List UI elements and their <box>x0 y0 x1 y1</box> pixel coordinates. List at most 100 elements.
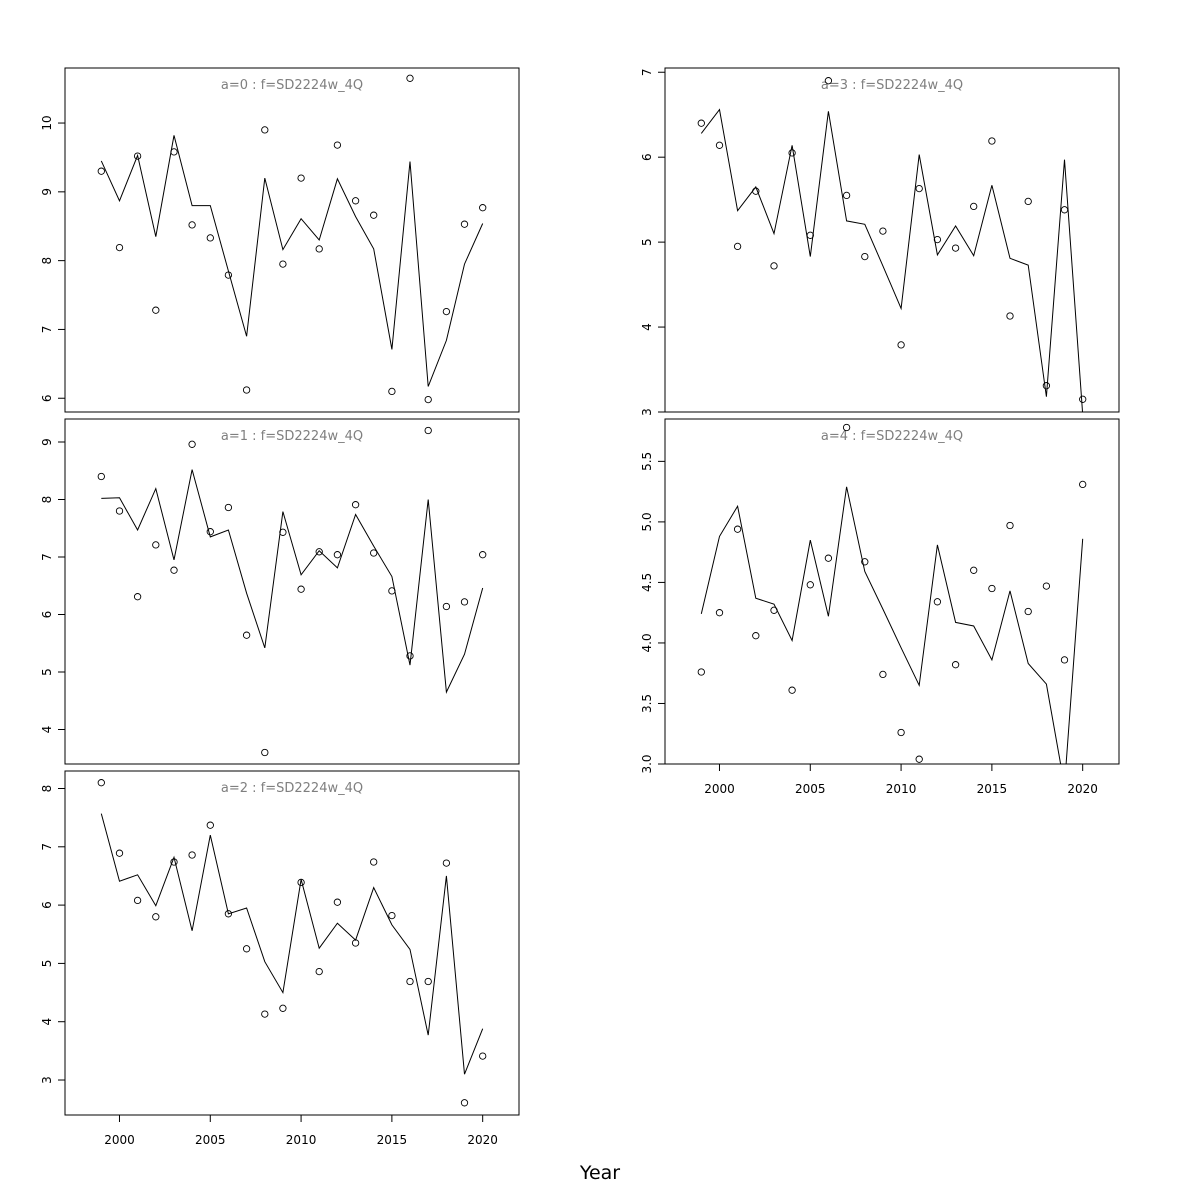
observation-point <box>224 910 233 918</box>
x-tick-label: 2010 <box>286 1133 317 1147</box>
observation-point <box>388 387 396 396</box>
x-tick-label: 2000 <box>704 782 735 796</box>
observation-point <box>479 1052 487 1060</box>
observation-point <box>879 670 887 679</box>
y-tick-label: 5 <box>40 960 54 968</box>
panel-0: a=0 : f=SD2224w_4Q 6 7 8 9 10 <box>40 67 520 413</box>
observation-point <box>261 1010 269 1018</box>
panel-1: a=1 : f=SD2224w_4Q 4 5 6 7 8 9 <box>40 418 520 765</box>
observation-point <box>279 528 287 536</box>
observation-point <box>115 507 124 515</box>
observation-point <box>297 585 305 593</box>
observation-point <box>279 1004 287 1012</box>
observation-point <box>115 243 124 252</box>
fitted-line <box>100 135 484 387</box>
observation-point <box>479 551 487 559</box>
observation-point <box>861 252 869 261</box>
observation-point <box>933 598 942 606</box>
observation-point <box>370 858 378 866</box>
observation-point <box>297 878 305 887</box>
panel-title: a=0 : f=SD2224w_4Q <box>221 78 363 93</box>
observation-point <box>297 174 305 182</box>
observation-point <box>788 686 796 694</box>
panel-title: a=4 : f=SD2224w_4Q <box>821 429 963 444</box>
x-tick-label: 2005 <box>195 1133 226 1147</box>
panel-title: a=1 : f=SD2224w_4Q <box>221 429 363 444</box>
observation-point <box>188 221 196 229</box>
observation-point <box>242 386 251 394</box>
plot-area <box>697 77 1087 412</box>
observation-point <box>933 235 942 244</box>
observation-point <box>951 661 960 669</box>
observation-point <box>970 202 978 211</box>
observation-point <box>206 528 214 536</box>
observation-point <box>970 566 978 574</box>
observation-point <box>424 977 432 986</box>
plot-area <box>697 423 1087 764</box>
y-tick-label: 6 <box>640 153 654 161</box>
observation-point <box>988 584 996 593</box>
panel-frame <box>64 67 520 413</box>
observation-point <box>206 234 214 242</box>
observation-point <box>315 245 323 253</box>
observation-point <box>424 395 432 404</box>
observation-point <box>170 858 178 866</box>
x-tick-label: 2020 <box>467 1133 498 1147</box>
y-tick-label: 5.0 <box>640 512 654 531</box>
observation-point <box>224 271 233 279</box>
observation-point <box>333 141 342 149</box>
y-tick-label: 8 <box>40 257 54 265</box>
panel-frame <box>664 418 1120 765</box>
y-tick-label: 4 <box>40 726 54 734</box>
fitted-line <box>700 486 1084 764</box>
panel-2: a=2 : f=SD2224w_4Q 3 4 5 6 7 8 2000 2005 2010 2015… <box>40 770 520 1147</box>
y-tick-label: 10 <box>40 115 54 130</box>
observation-point <box>715 141 724 149</box>
x-axis-label: Year <box>579 1162 620 1184</box>
observation-point <box>224 503 233 512</box>
observation-point <box>333 551 342 559</box>
x-tick-label: 2010 <box>886 782 917 796</box>
fitted-line <box>700 108 1084 412</box>
observation-point <box>770 606 778 614</box>
observation-point <box>988 137 996 145</box>
observation-point <box>1006 521 1014 530</box>
observation-point <box>1024 197 1032 206</box>
observation-point <box>351 501 360 509</box>
panel-frame <box>64 418 520 765</box>
observation-point <box>97 472 105 481</box>
y-tick-label: 4.5 <box>640 573 654 592</box>
observation-point <box>897 728 905 737</box>
observation-point <box>915 755 923 763</box>
observation-point <box>806 231 814 239</box>
observation-point <box>697 668 705 676</box>
observation-point <box>170 566 178 574</box>
y-tick-label: 7 <box>40 326 54 334</box>
observation-point <box>770 262 778 270</box>
observation-point <box>1079 480 1087 489</box>
observation-point <box>915 184 923 193</box>
y-tick-label: 6 <box>40 611 54 619</box>
observation-point <box>370 211 378 219</box>
observation-point <box>460 220 469 228</box>
plot-area <box>97 779 487 1107</box>
observation-point <box>388 587 396 595</box>
observation-point <box>424 426 432 435</box>
observation-point <box>279 260 287 268</box>
observation-point <box>152 306 160 314</box>
observation-point <box>824 77 833 85</box>
observation-point <box>133 896 142 905</box>
observation-point <box>261 748 269 757</box>
observation-point <box>1079 395 1087 403</box>
observation-point <box>1060 656 1069 664</box>
observation-point <box>133 593 142 601</box>
y-tick-label: 7 <box>40 843 54 851</box>
observation-point <box>115 849 124 857</box>
observation-point <box>1006 312 1014 320</box>
observation-point <box>1042 582 1051 590</box>
observation-point <box>152 541 160 549</box>
observation-point <box>333 898 342 906</box>
y-tick-label: 5 <box>640 238 654 246</box>
observation-point <box>152 913 160 921</box>
panel-3: a=3 : f=SD2224w_4Q 3 4 5 6 7 <box>640 67 1120 416</box>
